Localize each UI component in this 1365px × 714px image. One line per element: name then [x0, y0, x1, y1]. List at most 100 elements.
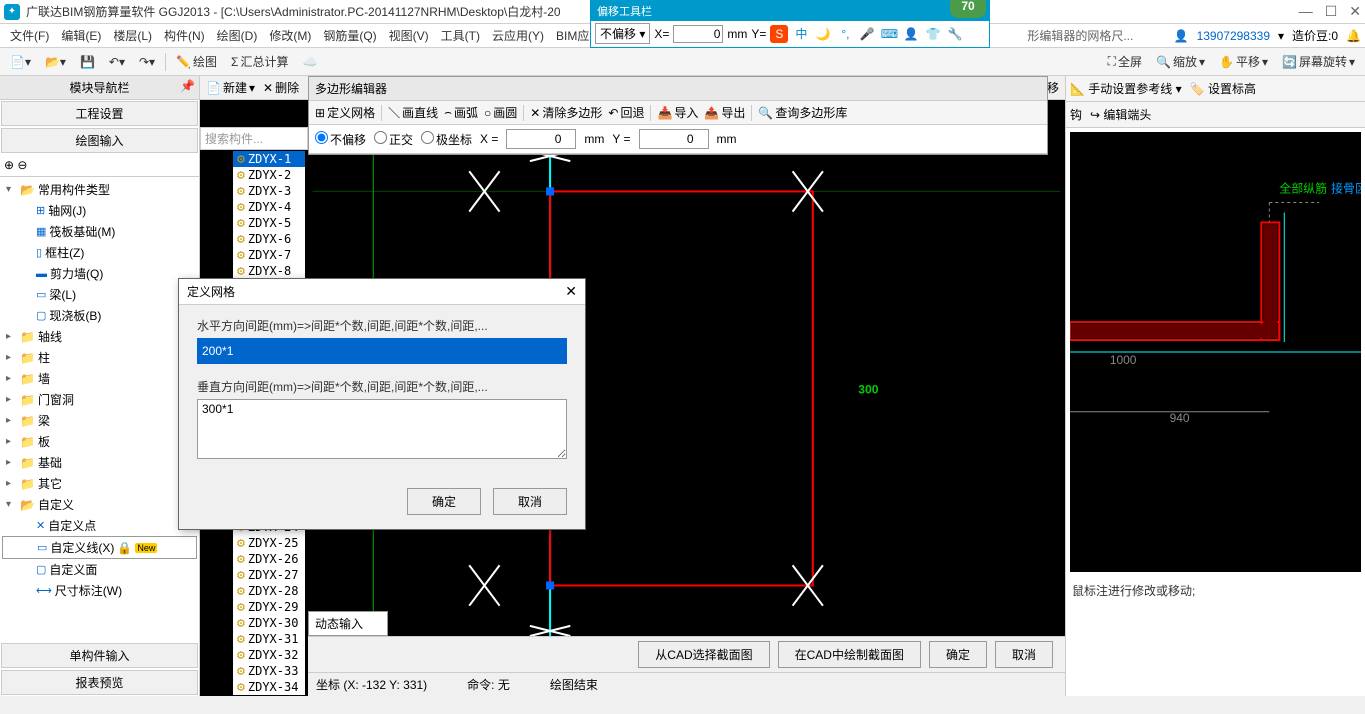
menu-file[interactable]: 文件(F) [4, 27, 55, 44]
zoom-button[interactable]: 🔍 缩放 ▾ [1152, 51, 1209, 72]
import-button[interactable]: 📥 导入 [657, 104, 698, 121]
refline-button[interactable]: 📐 手动设置参考线 ▾ [1070, 80, 1182, 97]
tree-cat-column[interactable]: ▸📁柱 [2, 347, 197, 368]
menu-draw[interactable]: 绘图(D) [211, 27, 264, 44]
define-grid-button[interactable]: ⊞ 定义网格 [315, 104, 375, 121]
select-cad-button[interactable]: 从CAD选择截面图 [638, 641, 769, 668]
ime-shirt-icon[interactable]: 👕 [924, 25, 942, 43]
tree-custom-face[interactable]: ▢自定义面 [2, 559, 197, 580]
list-item-5[interactable]: ⚙ZDYX-5 [233, 215, 305, 231]
tree-beam[interactable]: ▭梁(L) [2, 284, 197, 305]
list-item-4[interactable]: ⚙ZDYX-4 [233, 199, 305, 215]
menu-cloud[interactable]: 云应用(Y) [486, 27, 550, 44]
list-item-1[interactable]: ⚙ZDYX-1 [233, 151, 305, 167]
export-button[interactable]: 📤 导出 [704, 104, 745, 121]
list-item-26[interactable]: ⚙ZDYX-26 [233, 551, 305, 567]
ime-wrench-icon[interactable]: 🔧 [946, 25, 964, 43]
tree-cat-wall[interactable]: ▸📁墙 [2, 368, 197, 389]
radio-ortho[interactable]: 正交 [374, 131, 413, 148]
menu-tools[interactable]: 工具(T) [435, 27, 486, 44]
tree-root[interactable]: ▾📂常用构件类型 [2, 179, 197, 200]
list-item-27[interactable]: ⚙ZDYX-27 [233, 567, 305, 583]
draw-arc-button[interactable]: ⌢ 画弧 [444, 104, 478, 121]
section-canvas[interactable]: 全部纵筋 接骨区 940 1000 [1070, 132, 1361, 572]
list-item-3[interactable]: ⚙ZDYX-3 [233, 183, 305, 199]
list-item-28[interactable]: ⚙ZDYX-28 [233, 583, 305, 599]
vertical-input[interactable] [197, 399, 567, 459]
menu-rebar[interactable]: 钢筋量(Q) [317, 27, 382, 44]
tree-wall[interactable]: ▬剪力墙(Q) [2, 263, 197, 284]
list-item-29[interactable]: ⚙ZDYX-29 [233, 599, 305, 615]
minimize-button[interactable]: — [1299, 3, 1313, 20]
draw-line-button[interactable]: ＼ 画直线 [388, 104, 438, 121]
list-item-6[interactable]: ⚙ZDYX-6 [233, 231, 305, 247]
clear-poly-button[interactable]: ✕ 清除多边形 [530, 104, 602, 121]
section-draw[interactable]: 绘图输入 [1, 128, 198, 153]
draw-circle-button[interactable]: ○ 画圆 [484, 104, 517, 121]
fullscreen-button[interactable]: ⛶ 全屏 [1104, 51, 1146, 72]
new-file-button[interactable]: 📄▾ [6, 53, 35, 71]
tree-axis-grid[interactable]: ⊞轴网(J) [2, 200, 197, 221]
tree-cat-other[interactable]: ▸📁其它 [2, 473, 197, 494]
ime-person-icon[interactable]: 👤 [902, 25, 920, 43]
x-input[interactable] [506, 129, 576, 149]
expand-icon[interactable]: ⊕ [4, 158, 14, 172]
new-component-button[interactable]: 📄 新建 ▾ [206, 79, 255, 96]
draw-button[interactable]: ✏️绘图 [172, 51, 221, 72]
save-button[interactable]: 💾 [76, 53, 99, 71]
tree-slab[interactable]: ▢现浇板(B) [2, 305, 197, 326]
horizontal-input[interactable] [197, 338, 567, 364]
undo-button[interactable]: ↶▾ [105, 53, 129, 71]
menu-floor[interactable]: 楼层(L) [107, 27, 158, 44]
redo-button[interactable]: ↷▾ [135, 53, 159, 71]
dynamic-input-tab[interactable]: 动态输入 [308, 611, 388, 636]
rotate-button[interactable]: 🔄 屏幕旋转 ▾ [1278, 51, 1359, 72]
radio-nooffset[interactable]: 不偏移 [315, 131, 366, 148]
list-item-7[interactable]: ⚙ZDYX-7 [233, 247, 305, 263]
undo-poly-button[interactable]: ↶ 回退 [608, 104, 644, 121]
menu-view[interactable]: 视图(V) [383, 27, 435, 44]
pan-button[interactable]: ✋ 平移 ▾ [1215, 51, 1272, 72]
list-item-25[interactable]: ⚙ZDYX-25 [233, 535, 305, 551]
dialog-ok-button[interactable]: 确定 [407, 488, 481, 515]
menu-component[interactable]: 构件(N) [158, 27, 211, 44]
tree-column[interactable]: ▯框柱(Z) [2, 242, 197, 263]
x-input[interactable] [673, 25, 723, 43]
dialog-close-button[interactable]: ✕ [565, 283, 577, 300]
open-button[interactable]: 📂▾ [41, 53, 70, 71]
hook-button[interactable]: 钩 [1070, 106, 1082, 123]
menu-modify[interactable]: 修改(M) [263, 27, 317, 44]
offset-dropdown[interactable]: 不偏移 ▾ [595, 23, 650, 44]
collapse-icon[interactable]: ⊖ [17, 158, 27, 172]
tree-dimension[interactable]: ⟷尺寸标注(W) [2, 580, 197, 601]
tree-cat-foundation[interactable]: ▸📁基础 [2, 452, 197, 473]
close-button[interactable]: ✕ [1349, 3, 1361, 20]
ok-button[interactable]: 确定 [929, 641, 987, 668]
user-icon[interactable]: 👤 [1174, 29, 1189, 43]
list-item-2[interactable]: ⚙ZDYX-2 [233, 167, 305, 183]
tree-custom-line[interactable]: ▭自定义线(X)🔒New [2, 536, 197, 559]
ime-moon-icon[interactable]: 🌙 [814, 25, 832, 43]
tree-raft[interactable]: ▦筏板基础(M) [2, 221, 197, 242]
list-item-30[interactable]: ⚙ZDYX-30 [233, 615, 305, 631]
tree-cat-custom[interactable]: ▾📂自定义 [2, 494, 197, 515]
draw-cad-button[interactable]: 在CAD中绘制截面图 [778, 641, 921, 668]
tree-custom-point[interactable]: ✕自定义点 [2, 515, 197, 536]
elevation-button[interactable]: 🏷️ 设置标高 [1190, 80, 1256, 97]
ime-mic-icon[interactable]: 🎤 [858, 25, 876, 43]
dialog-cancel-button[interactable]: 取消 [493, 488, 567, 515]
bell-icon[interactable]: 🔔 [1346, 29, 1361, 43]
delete-button[interactable]: ✕ 删除 [263, 79, 299, 96]
dropdown-icon[interactable]: ▾ [1278, 29, 1284, 43]
query-lib-button[interactable]: 🔍 查询多边形库 [758, 104, 847, 121]
tree-cat-slab[interactable]: ▸📁板 [2, 431, 197, 452]
list-item-8[interactable]: ⚙ZDYX-8 [233, 263, 305, 279]
sum-button[interactable]: Σ 汇总计算 [227, 51, 292, 72]
menu-edit[interactable]: 编辑(E) [55, 27, 107, 44]
radio-polar[interactable]: 极坐标 [421, 131, 472, 148]
cancel-button[interactable]: 取消 [995, 641, 1053, 668]
ime-keyboard-icon[interactable]: ⌨ [880, 25, 898, 43]
edit-end-button[interactable]: ↪ 编辑端头 [1090, 106, 1151, 123]
tree-cat-beam[interactable]: ▸📁梁 [2, 410, 197, 431]
maximize-button[interactable]: ☐ [1325, 3, 1338, 20]
